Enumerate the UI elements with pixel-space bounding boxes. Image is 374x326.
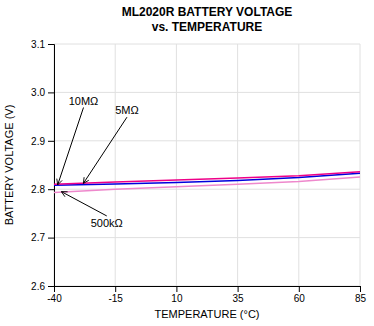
y-axis-title: BATTERY VOLTAGE (V) (3, 105, 15, 226)
x-tick-mark (360, 286, 361, 292)
series-line (54, 172, 360, 185)
annotation-arrow (61, 192, 106, 216)
grid-line-y (54, 92, 360, 93)
x-tick-mark (115, 286, 116, 292)
title: ML2020R BATTERY VOLTAGE (122, 5, 293, 19)
grid-line-x (360, 44, 361, 286)
x-tick-label: 10 (171, 293, 183, 304)
y-tick-mark (48, 141, 54, 142)
annotation-arrow (58, 108, 84, 185)
grid-line-x (176, 44, 177, 286)
y-tick-mark (48, 92, 54, 93)
y-tick: 2.9 (31, 136, 54, 147)
annotation-text: 500kΩ (91, 217, 123, 229)
x-tick: 10 (171, 286, 183, 304)
x-tick: 60 (294, 286, 306, 304)
x-axis-line (55, 287, 361, 293)
grid-line-y (54, 140, 360, 141)
annotation-text: 10MΩ (69, 95, 99, 107)
annotation-text: 5MΩ (115, 104, 139, 116)
y-tick: 2.6 (31, 281, 54, 292)
x-tick-label: 35 (233, 293, 245, 304)
y-tick: 3.1 (31, 39, 54, 50)
grid-line-x (237, 44, 238, 286)
y-tick-label: 3.1 (31, 39, 45, 50)
grid-line-x (298, 44, 299, 286)
x-tick-mark (299, 286, 300, 292)
grid-line-y (54, 237, 360, 238)
subtitle: vs. TEMPERATURE (152, 20, 262, 34)
y-tick: 2.7 (31, 232, 54, 243)
x-axis-title: TEMPERATURE (°C) (154, 308, 259, 320)
grid (54, 44, 360, 286)
x-tick-mark (176, 286, 177, 292)
x-tick: -40 (47, 286, 62, 304)
y-tick-label: 2.6 (31, 281, 45, 292)
x-tick-label: -15 (108, 293, 123, 304)
x-tick-label: -40 (47, 293, 62, 304)
y-axis-line (48, 45, 55, 287)
x-tick-label: 60 (294, 293, 306, 304)
y-tick-mark (48, 286, 54, 287)
y-tick: 2.8 (31, 184, 54, 195)
y-tick-mark (48, 44, 54, 45)
y-tick-label: 2.7 (31, 232, 45, 243)
y-tick-mark (48, 189, 54, 190)
x-axis: -40 -15 10 35 60 85 (47, 286, 366, 304)
x-tick-mark (238, 286, 239, 292)
x-tick: -15 (108, 286, 123, 304)
x-tick: 35 (233, 286, 245, 304)
x-tick: 85 (355, 286, 367, 304)
grid-line-x (115, 44, 116, 286)
y-tick-label: 3.0 (31, 87, 45, 98)
y-axis: 2.6 2.7 2.8 2.9 3.0 3.1 (31, 39, 54, 292)
x-tick-label: 85 (355, 293, 367, 304)
y-tick-mark (48, 238, 54, 239)
grid-line-y (54, 44, 360, 45)
annotations: 10MΩ 5MΩ 500kΩ (58, 95, 139, 229)
y-tick-label: 2.9 (31, 136, 45, 147)
annotation-arrow (83, 117, 127, 183)
y-tick: 3.0 (31, 87, 54, 98)
y-tick-label: 2.8 (31, 184, 45, 195)
chart: -40 -15 10 35 60 85 2.6 2.7 2.8 2.9 3.0 3.1 10MΩ 5MΩ 5… (0, 0, 374, 326)
plot-area (54, 172, 360, 193)
